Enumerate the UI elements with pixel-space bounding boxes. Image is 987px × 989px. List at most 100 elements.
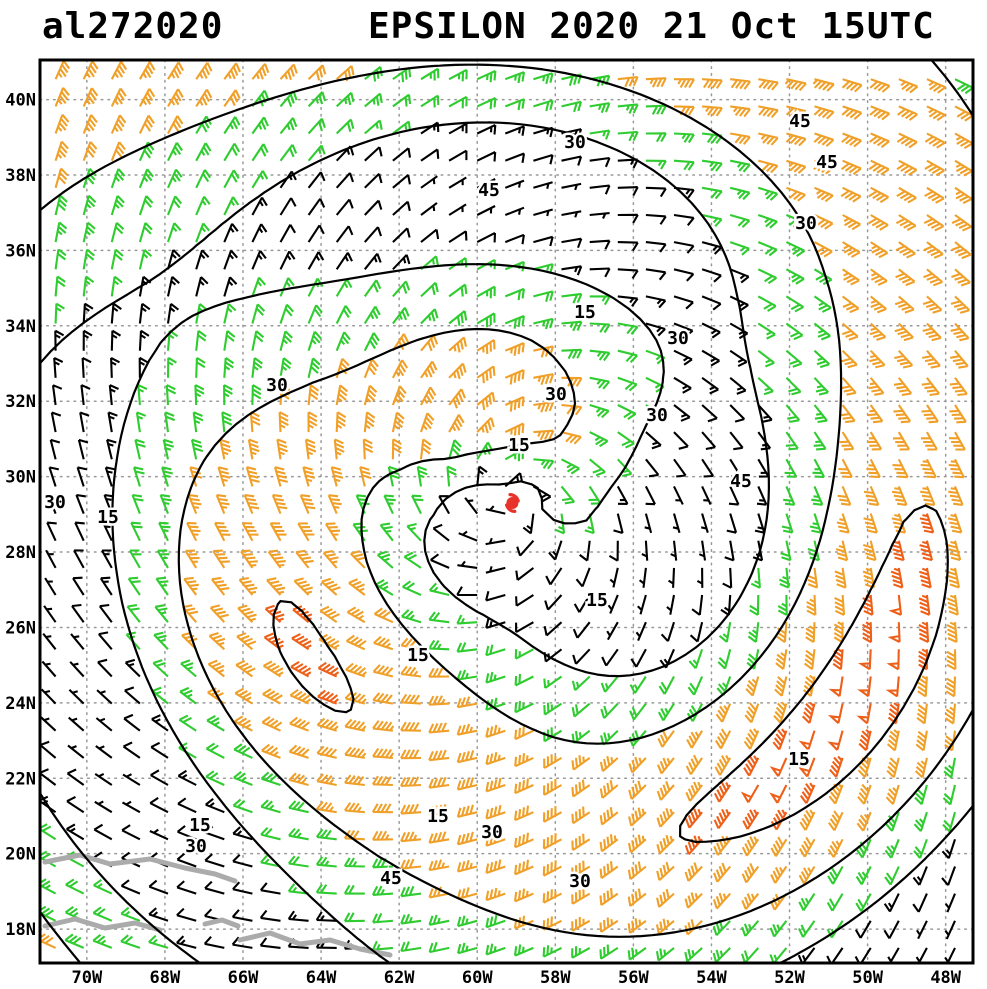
wind-barb bbox=[335, 384, 349, 406]
y-tick-label: 32N bbox=[5, 392, 36, 412]
wind-barb bbox=[485, 566, 506, 574]
wind-barb bbox=[364, 119, 383, 135]
wind-barb bbox=[54, 167, 69, 189]
wind-barb bbox=[561, 458, 580, 475]
wind-barb bbox=[195, 249, 210, 270]
wind-barb bbox=[515, 594, 534, 607]
wind-barb bbox=[561, 376, 583, 387]
wind-barb bbox=[841, 322, 859, 341]
wind-barb bbox=[895, 268, 916, 287]
wind-barb bbox=[273, 466, 289, 487]
wind-barb bbox=[315, 911, 337, 922]
wind-barb bbox=[917, 675, 928, 698]
wind-barb bbox=[456, 777, 478, 791]
wind-barb bbox=[152, 659, 169, 678]
wind-barb bbox=[814, 186, 834, 203]
wind-barb bbox=[307, 277, 324, 297]
wind-barb bbox=[67, 744, 85, 759]
wind-barb bbox=[716, 676, 732, 696]
wind-barb bbox=[854, 920, 872, 939]
wind-barb bbox=[944, 893, 956, 913]
wind-barb bbox=[307, 171, 326, 189]
wind-barb bbox=[150, 741, 169, 759]
wind-barb bbox=[138, 356, 149, 378]
wind-barb bbox=[122, 741, 141, 759]
wind-barb bbox=[504, 125, 526, 136]
wind-barb bbox=[514, 726, 534, 741]
wind-barb bbox=[828, 676, 844, 698]
wind-barb bbox=[884, 838, 900, 859]
wind-barb bbox=[289, 688, 312, 705]
wind-barb bbox=[148, 907, 169, 922]
wind-barb bbox=[110, 248, 124, 270]
wind-barb bbox=[372, 775, 393, 787]
wind-barb bbox=[701, 159, 723, 172]
wind-barb bbox=[544, 594, 563, 611]
wind-barb bbox=[223, 249, 239, 270]
wind-barb bbox=[400, 776, 422, 788]
wind-barb bbox=[785, 377, 802, 396]
wind-barb bbox=[839, 404, 856, 424]
wind-barb bbox=[726, 513, 738, 534]
wind-barb bbox=[383, 494, 396, 515]
wind-barb bbox=[183, 576, 199, 596]
wind-barb bbox=[476, 285, 496, 299]
wind-barb bbox=[617, 431, 635, 449]
wind-barb bbox=[98, 603, 113, 623]
wind-barb bbox=[120, 906, 141, 922]
wind-barb bbox=[321, 577, 341, 596]
wind-barb bbox=[371, 858, 393, 869]
wind-barb bbox=[533, 208, 553, 217]
wind-barb bbox=[307, 411, 318, 433]
wind-barb bbox=[260, 854, 281, 868]
wind-barb bbox=[627, 861, 647, 881]
wind-barb bbox=[122, 773, 141, 786]
wind-barb bbox=[456, 614, 478, 625]
wind-barb bbox=[673, 213, 695, 226]
wind-barb bbox=[785, 268, 805, 285]
wind-barb bbox=[561, 265, 583, 276]
wind-barb bbox=[785, 322, 804, 341]
wind-barb bbox=[729, 241, 750, 256]
wind-barb bbox=[203, 935, 225, 949]
wind-barb bbox=[110, 221, 125, 243]
wind-barb bbox=[464, 497, 479, 515]
wind-barb bbox=[516, 540, 535, 557]
wind-barb bbox=[82, 248, 95, 270]
wind-barb bbox=[617, 404, 637, 420]
wind-barb bbox=[896, 132, 918, 149]
wind-barb bbox=[805, 622, 816, 643]
wind-barb bbox=[371, 830, 393, 841]
wind-barb bbox=[673, 485, 684, 505]
wind-barb bbox=[182, 604, 199, 623]
wind-barb bbox=[247, 438, 260, 460]
y-tick-label: 30N bbox=[5, 468, 36, 488]
wind-barb bbox=[448, 176, 467, 189]
wind-barb bbox=[644, 485, 656, 506]
wind-barb bbox=[688, 648, 704, 669]
wind-barb bbox=[919, 513, 935, 534]
wind-barb bbox=[164, 411, 176, 433]
wind-barbs bbox=[40, 60, 973, 963]
wind-barb bbox=[392, 254, 411, 271]
wind-barb bbox=[456, 831, 478, 846]
wind-barb bbox=[833, 621, 844, 644]
wind-barb bbox=[372, 692, 394, 705]
wind-barb bbox=[786, 159, 807, 174]
wind-barb bbox=[335, 198, 354, 216]
wind-barb bbox=[45, 549, 57, 569]
contour-label: 15 bbox=[788, 749, 810, 770]
contour-label: 15 bbox=[586, 590, 608, 611]
wind-barb bbox=[476, 205, 496, 216]
wind-barb bbox=[828, 810, 844, 832]
wind-barb bbox=[883, 920, 900, 939]
wind-barb bbox=[645, 295, 667, 309]
wind-barb bbox=[79, 411, 90, 433]
x-tick-label: 52W bbox=[774, 968, 805, 988]
wind-barb bbox=[941, 838, 956, 860]
wind-field bbox=[40, 60, 973, 963]
wind-barb bbox=[673, 241, 695, 254]
wind-barb bbox=[571, 729, 591, 744]
wind-barb bbox=[696, 567, 704, 588]
wind-barb bbox=[485, 887, 506, 902]
